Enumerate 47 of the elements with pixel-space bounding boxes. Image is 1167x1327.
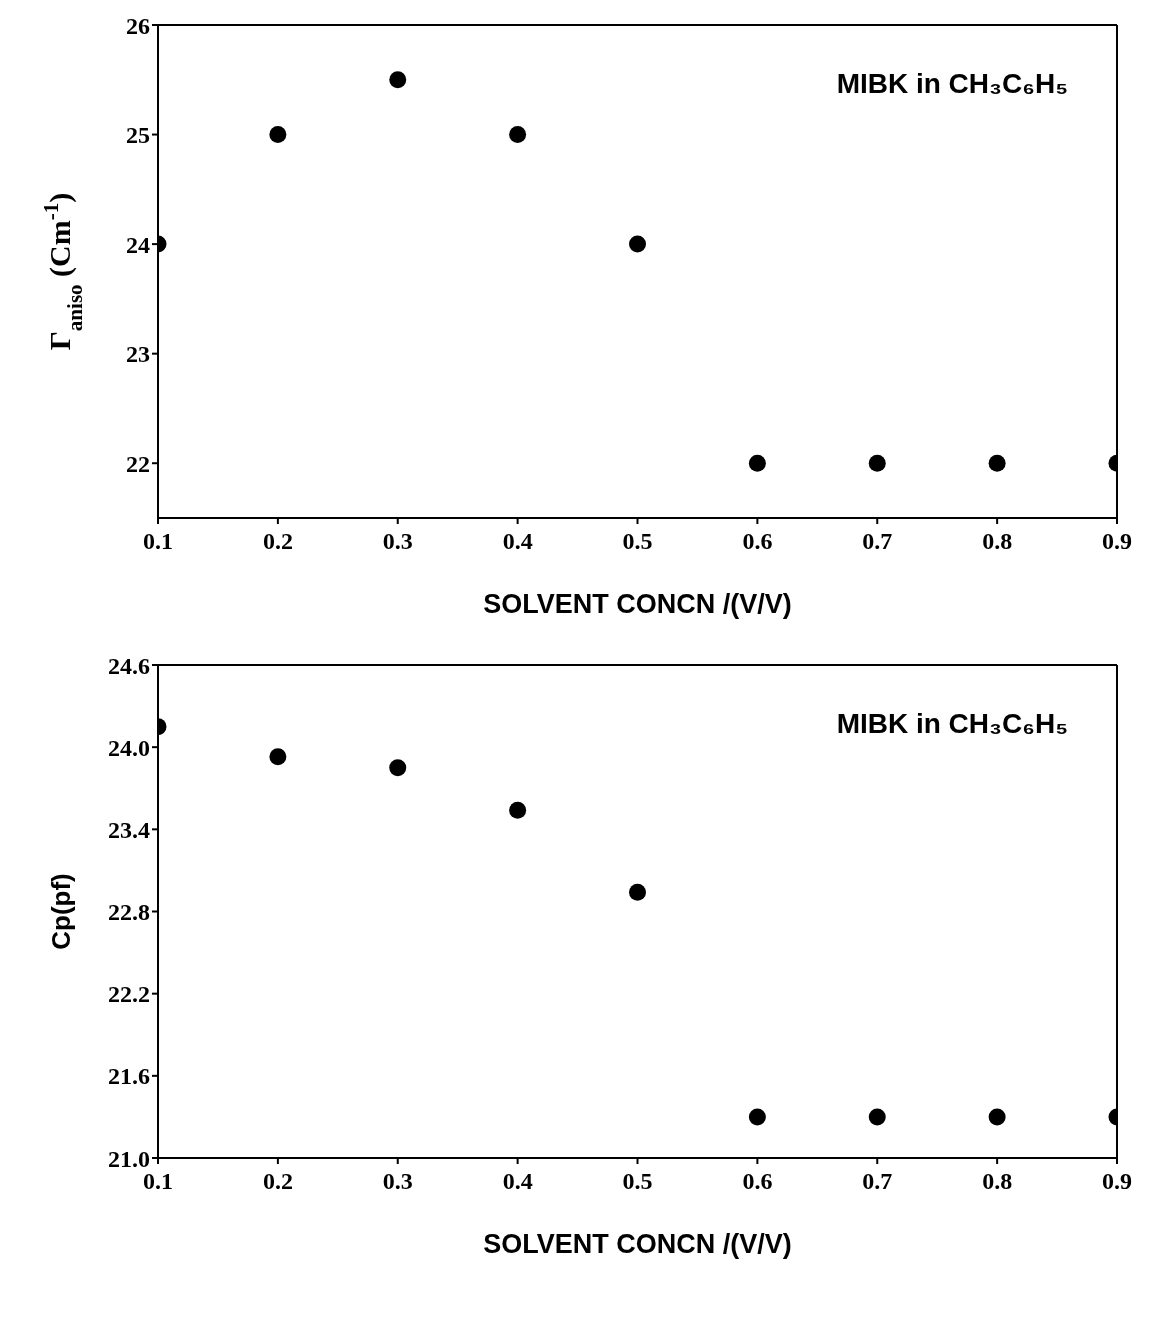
- x-tick-label: 0.5: [622, 528, 653, 555]
- point: [269, 126, 287, 144]
- x-tick-label: 0.2: [262, 1168, 293, 1195]
- point: [988, 1108, 1006, 1126]
- annotation: MIBK in CH₃C₆H₅: [836, 68, 1068, 100]
- point: [988, 454, 1006, 472]
- point: [389, 71, 407, 89]
- y-tick-label: 23: [126, 341, 150, 368]
- point: [509, 126, 527, 144]
- y-tick-label: 25: [126, 122, 150, 149]
- x-tick-label: 0.6: [742, 1168, 773, 1195]
- point: [868, 1108, 886, 1126]
- x-tick-label: 0.4: [502, 528, 533, 555]
- point: [748, 1108, 766, 1126]
- y-tick-label: 26: [126, 12, 150, 39]
- y-tick-label: 22.2: [108, 981, 150, 1008]
- point: [269, 748, 287, 766]
- point: [868, 454, 886, 472]
- x-tick-label: 0.8: [982, 1168, 1013, 1195]
- y-tick-label: 24.0: [108, 734, 150, 761]
- x-tick-label: 0.7: [862, 1168, 893, 1195]
- x-tick-label: 0.1: [143, 528, 173, 555]
- x-tick-label: 0.9: [1102, 1168, 1132, 1195]
- x-axis-title: SOLVENT CONCN /(V/V): [483, 1229, 792, 1259]
- annotation: MIBK in CH₃C₆H₅: [836, 708, 1068, 740]
- x-tick-label: 0.9: [1102, 528, 1132, 555]
- x-tick-label: 0.7: [862, 528, 893, 555]
- point: [629, 235, 646, 253]
- x-tick-label: 0.2: [262, 528, 293, 555]
- x-tick-label: 0.6: [742, 528, 773, 555]
- x-tick-label: 0.3: [382, 1168, 413, 1195]
- y-axis-title: Cp(pf): [46, 873, 76, 950]
- x-tick-label: 0.4: [502, 1168, 533, 1195]
- x-tick-label: 0.8: [982, 528, 1013, 555]
- point: [748, 454, 766, 472]
- y-tick-label: 24: [126, 231, 150, 258]
- point: [629, 883, 646, 901]
- y-tick-label: 24.6: [108, 652, 150, 679]
- point: [389, 759, 407, 777]
- y-tick-label: 23.4: [108, 816, 150, 843]
- x-tick-label: 0.3: [382, 528, 413, 555]
- point: [509, 801, 527, 819]
- y-tick-label: 22: [126, 450, 150, 477]
- x-tick-label: 0.5: [622, 1168, 653, 1195]
- y-tick-label: 21.6: [108, 1063, 150, 1090]
- y-tick-label: 22.8: [108, 899, 150, 926]
- x-axis-title: SOLVENT CONCN /(V/V): [483, 589, 792, 619]
